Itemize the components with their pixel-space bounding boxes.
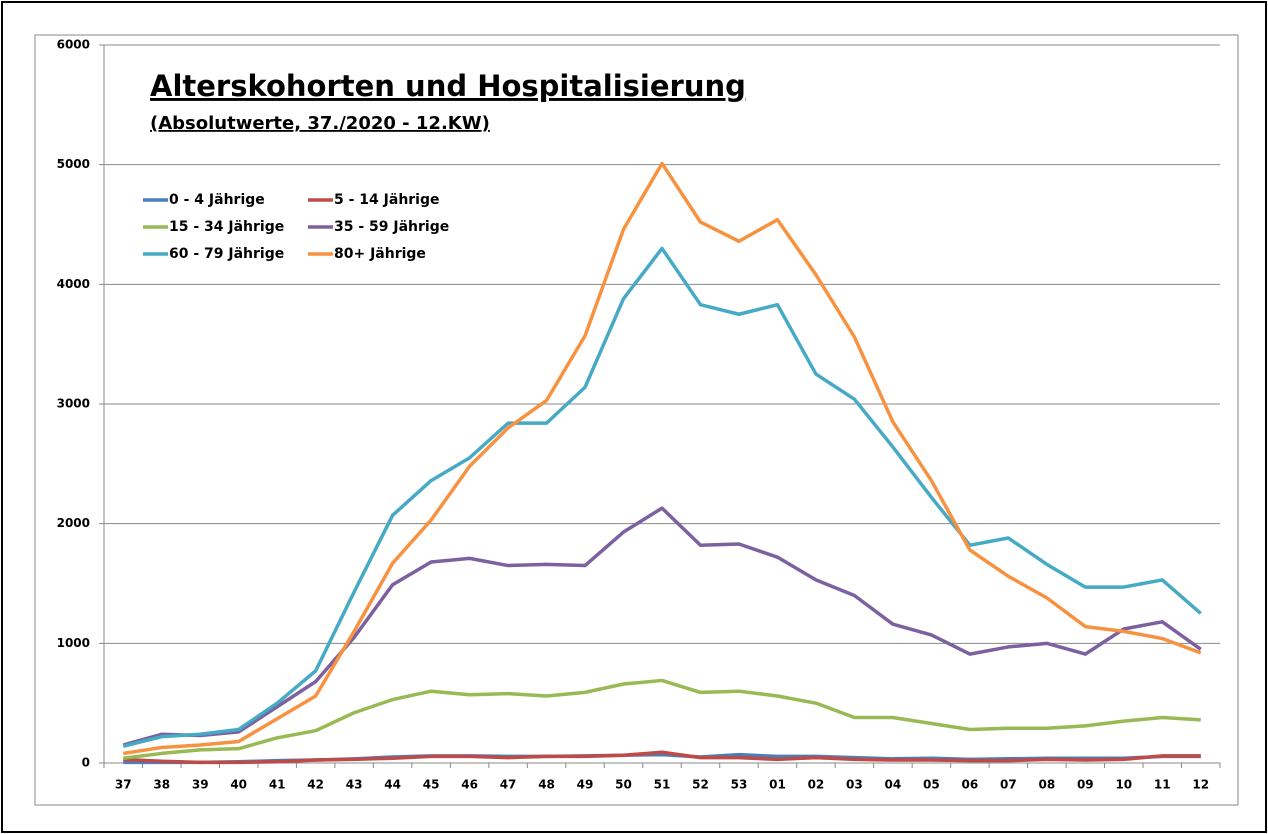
x-tick-label: 04 <box>885 778 902 792</box>
chart-title: Alterskohorten und Hospitalisierung <box>150 69 746 103</box>
x-tick-label: 11 <box>1154 778 1171 792</box>
x-tick-label: 38 <box>153 778 170 792</box>
x-tick-label: 02 <box>808 778 825 792</box>
x-tick-label: 08 <box>1038 778 1055 792</box>
x-tick-label: 48 <box>538 778 555 792</box>
x-tick-label: 46 <box>461 778 478 792</box>
x-tick-label: 52 <box>692 778 709 792</box>
x-tick-label: 51 <box>654 778 671 792</box>
x-tick-label: 05 <box>923 778 940 792</box>
chart-subtitle: (Absolutwerte, 37./2020 - 12.KW) <box>150 113 490 134</box>
series-line <box>122 246 1202 748</box>
x-tick-label: 12 <box>1192 778 1209 792</box>
y-tick-label: 1000 <box>57 636 90 650</box>
legend-label: 5 - 14 Jährige <box>334 192 440 208</box>
x-tick-label: 53 <box>731 778 748 792</box>
y-tick-label: 2000 <box>57 516 90 530</box>
x-tick-label: 44 <box>384 778 401 792</box>
y-tick-label: 4000 <box>57 277 90 291</box>
legend-label: 80+ Jährige <box>334 246 426 262</box>
y-tick-label: 5000 <box>57 157 90 171</box>
x-tick-label: 37 <box>115 778 132 792</box>
x-tick-label: 01 <box>769 778 786 792</box>
series-line <box>123 678 1201 760</box>
chart-border <box>34 34 1239 806</box>
x-tick-label: 50 <box>615 778 632 792</box>
x-tick-label: 40 <box>230 778 247 792</box>
x-tick-label: 03 <box>846 778 863 792</box>
series-line <box>122 161 1202 756</box>
y-tick-label: 0 <box>82 756 90 770</box>
series-line <box>123 750 1201 765</box>
x-tick-label: 42 <box>307 778 324 792</box>
x-tick-label: 45 <box>423 778 440 792</box>
x-tick-label: 41 <box>269 778 286 792</box>
x-tick-label: 47 <box>500 778 517 792</box>
x-tick-label: 49 <box>577 778 594 792</box>
x-tick-label: 06 <box>962 778 979 792</box>
legend-label: 60 - 79 Jährige <box>169 246 284 262</box>
x-tick-label: 39 <box>192 778 209 792</box>
series-line <box>122 506 1202 747</box>
y-tick-label: 6000 <box>57 38 90 52</box>
legend-label: 35 - 59 Jährige <box>334 219 449 235</box>
legend-label: 0 - 4 Jährige <box>169 192 265 208</box>
legend-label: 15 - 34 Jährige <box>169 219 284 235</box>
y-tick-label: 3000 <box>57 397 90 411</box>
x-tick-label: 09 <box>1077 778 1094 792</box>
x-tick-label: 43 <box>346 778 363 792</box>
x-tick-label: 10 <box>1115 778 1132 792</box>
x-tick-label: 07 <box>1000 778 1017 792</box>
